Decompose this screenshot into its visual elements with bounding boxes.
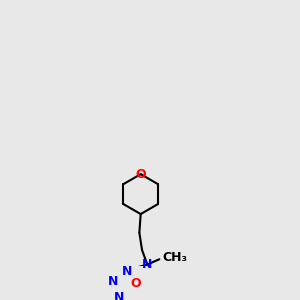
- Text: N: N: [108, 275, 119, 288]
- Text: N: N: [114, 291, 124, 300]
- Text: O: O: [130, 277, 141, 290]
- Text: O: O: [135, 168, 146, 181]
- Text: N: N: [142, 258, 152, 271]
- Text: N: N: [122, 265, 133, 278]
- Text: CH₃: CH₃: [162, 251, 187, 264]
